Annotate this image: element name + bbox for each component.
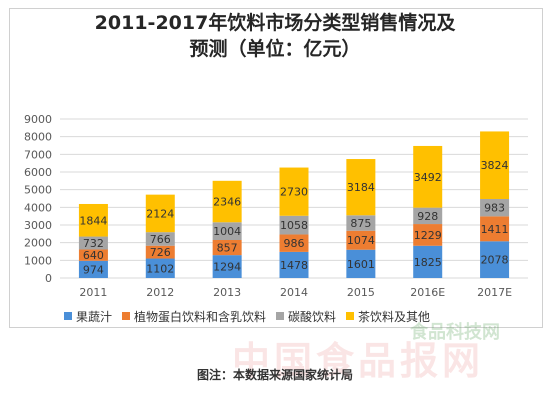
- x-tick-label: 2011: [79, 286, 107, 299]
- bar-segment: [279, 167, 309, 216]
- data-label: 3184: [347, 181, 375, 194]
- y-tick-label: 3000: [24, 219, 52, 232]
- bar-segment: [212, 255, 242, 278]
- bar-segment: [145, 245, 175, 259]
- bar-segment: [78, 260, 108, 278]
- data-label: 1601: [347, 258, 375, 271]
- y-tick-label: 1000: [24, 254, 52, 267]
- data-label: 1229: [414, 229, 442, 242]
- data-label: 766: [150, 233, 171, 246]
- chart-legend: 果蔬汁 植物蛋白饮料和含乳饮料 碳酸饮料 茶饮料及其他: [64, 308, 430, 324]
- bar-segment: [346, 249, 376, 278]
- data-label: 2124: [146, 207, 174, 220]
- bar-segment: [279, 251, 309, 278]
- bar-segment: [413, 224, 443, 246]
- y-tick-label: 7000: [24, 148, 52, 161]
- data-label: 2346: [213, 196, 241, 209]
- data-label: 1074: [347, 234, 375, 247]
- data-label: 974: [83, 263, 104, 276]
- data-label: 1004: [213, 225, 241, 238]
- data-label: 640: [83, 249, 104, 262]
- data-label: 2078: [481, 254, 509, 267]
- bar-segment: [279, 215, 309, 235]
- legend-label-protein-dairy: 植物蛋白饮料和含乳饮料: [134, 309, 267, 324]
- chart-title: 2011-2017年饮料市场分类型销售情况及 预测（单位：亿元）: [0, 10, 550, 62]
- data-label: 983: [484, 202, 505, 215]
- x-tick-label: 2014: [280, 286, 308, 299]
- bar-segment: [480, 241, 510, 278]
- y-tick-label: 8000: [24, 131, 52, 144]
- x-tick-label: 2012: [146, 286, 174, 299]
- data-label: 1058: [280, 219, 308, 232]
- legend-item-carbonated: 碳酸饮料: [276, 308, 336, 325]
- bar-segment: [413, 145, 443, 208]
- bar-segment: [346, 215, 376, 231]
- bar-segment: [78, 249, 108, 261]
- data-label: 928: [417, 210, 438, 223]
- data-label: 986: [284, 237, 305, 250]
- legend-swatch-tea-other: [346, 312, 355, 320]
- x-tick-label: 2015: [347, 286, 375, 299]
- data-label: 2730: [280, 186, 308, 199]
- bar-segment: [145, 258, 175, 278]
- legend-label-tea-other: 茶饮料及其他: [358, 309, 431, 324]
- bar-segment: [212, 239, 242, 256]
- bar-segment: [480, 198, 510, 217]
- bar-segment: [346, 159, 376, 216]
- x-tick-label: 2016E: [410, 286, 445, 299]
- bar-segment: [480, 131, 510, 199]
- data-label: 1478: [280, 259, 308, 272]
- bar-segment: [346, 230, 376, 250]
- legend-item-protein-dairy: 植物蛋白饮料和含乳饮料: [122, 308, 266, 325]
- legend-item-tea-other: 茶饮料及其他: [346, 308, 430, 325]
- legend-swatch-carbonated: [276, 312, 285, 320]
- y-tick-label: 6000: [24, 166, 52, 179]
- legend-swatch-protein-dairy: [122, 312, 131, 320]
- chart-title-line-2: 预测（单位：亿元）: [189, 38, 361, 60]
- data-label: 1294: [213, 261, 241, 274]
- bar-segment: [480, 216, 510, 242]
- y-tick-label: 2000: [24, 237, 52, 250]
- bar-segment: [212, 222, 242, 240]
- data-label: 857: [217, 242, 238, 255]
- bar-segment: [145, 194, 175, 233]
- data-label: 1102: [146, 262, 174, 275]
- legend-label-carbonated: 碳酸饮料: [288, 309, 337, 324]
- legend-swatch-juice: [64, 312, 72, 320]
- bar-segment: [145, 232, 175, 246]
- y-tick-label: 5000: [24, 184, 52, 197]
- figure-caption: 图注：本数据来源国家统计局: [196, 368, 353, 382]
- bar-segment: [413, 207, 443, 225]
- y-tick-label: 0: [45, 272, 52, 285]
- bar-segment: [78, 203, 108, 237]
- data-label: 1844: [79, 214, 107, 227]
- y-tick-label: 4000: [24, 201, 52, 214]
- bar-segment: [279, 234, 309, 252]
- data-label: 1825: [414, 256, 442, 269]
- x-tick-label: 2017E: [477, 286, 512, 299]
- data-label: 732: [83, 237, 104, 250]
- x-tick-label: 2013: [213, 286, 241, 299]
- bar-segment: [212, 180, 242, 223]
- legend-label-juice: 果蔬汁: [76, 309, 113, 324]
- data-label: 3824: [481, 159, 509, 172]
- legend-item-juice: 果蔬汁: [64, 308, 112, 325]
- data-label: 875: [350, 217, 371, 230]
- data-label: 3492: [414, 171, 442, 184]
- bar-segment: [78, 236, 108, 250]
- y-tick-label: 9000: [24, 113, 52, 126]
- data-label: 1411: [481, 223, 509, 236]
- bar-segment: [413, 245, 443, 278]
- chart-title-line-1: 2011-2017年饮料市场分类型销售情况及: [94, 12, 456, 34]
- data-label: 726: [150, 246, 171, 259]
